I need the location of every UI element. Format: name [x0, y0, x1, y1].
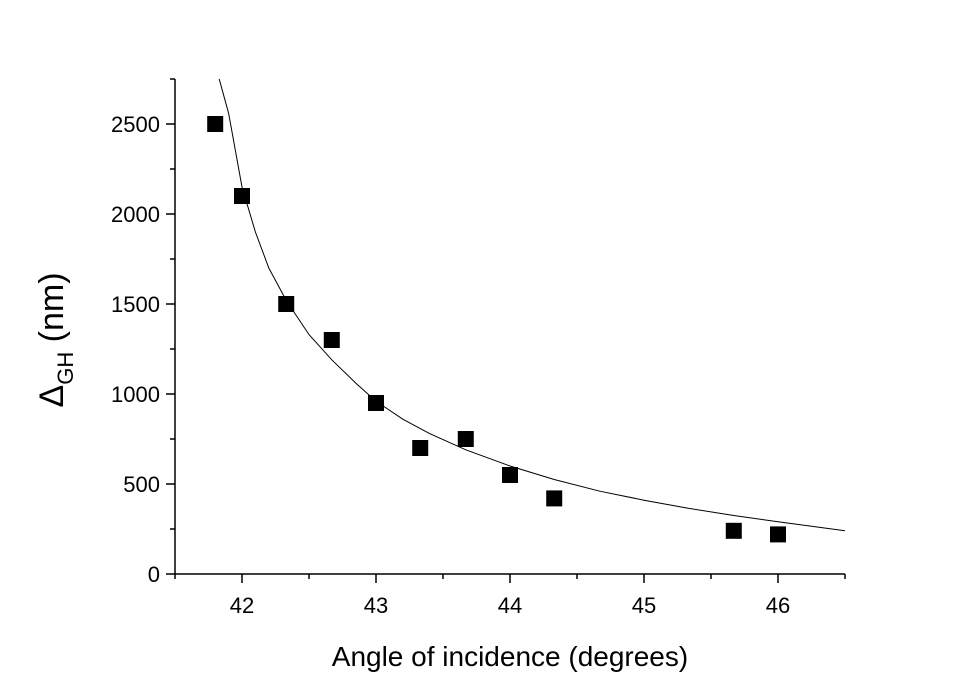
- y-axis-title-unit: (nm): [33, 272, 71, 351]
- y-tick-label: 0: [148, 562, 160, 587]
- x-axis-title: Angle of incidence (degrees): [332, 641, 688, 672]
- data-point: [368, 395, 384, 411]
- data-point: [278, 296, 295, 312]
- y-tick-label: 500: [123, 472, 160, 497]
- x-tick-label: 45: [632, 593, 656, 618]
- y-axis-title-subscript: GH: [53, 352, 78, 385]
- data-point: [323, 332, 340, 348]
- data-point: [412, 440, 429, 456]
- y-axis-title-symbol: Δ: [33, 385, 71, 408]
- y-tick-label: 2500: [111, 112, 160, 137]
- x-tick-label: 42: [230, 593, 254, 618]
- fit-curve-layer: [218, 78, 846, 532]
- x-tick-label: 46: [766, 593, 790, 618]
- fit-curve: [218, 78, 846, 532]
- data-point: [457, 431, 474, 447]
- x-tick-label: 43: [364, 593, 388, 618]
- data-point: [546, 490, 563, 507]
- axes: [166, 78, 846, 583]
- data-point: [207, 116, 224, 132]
- y-tick-label: 1000: [111, 382, 160, 407]
- data-point: [502, 467, 518, 483]
- y-tick-label: 1500: [111, 292, 160, 317]
- data-point: [770, 526, 786, 543]
- y-tick-label: 2000: [111, 202, 160, 227]
- data-point: [725, 522, 742, 539]
- x-tick-label: 44: [498, 593, 522, 618]
- data-points-layer: [207, 116, 786, 543]
- y-axis-title: ΔGH (nm): [33, 272, 78, 407]
- tick-labels-layer: 0 500 1000 1500 2000 2500 42 43 44 45 46: [111, 112, 790, 618]
- data-point: [234, 188, 250, 204]
